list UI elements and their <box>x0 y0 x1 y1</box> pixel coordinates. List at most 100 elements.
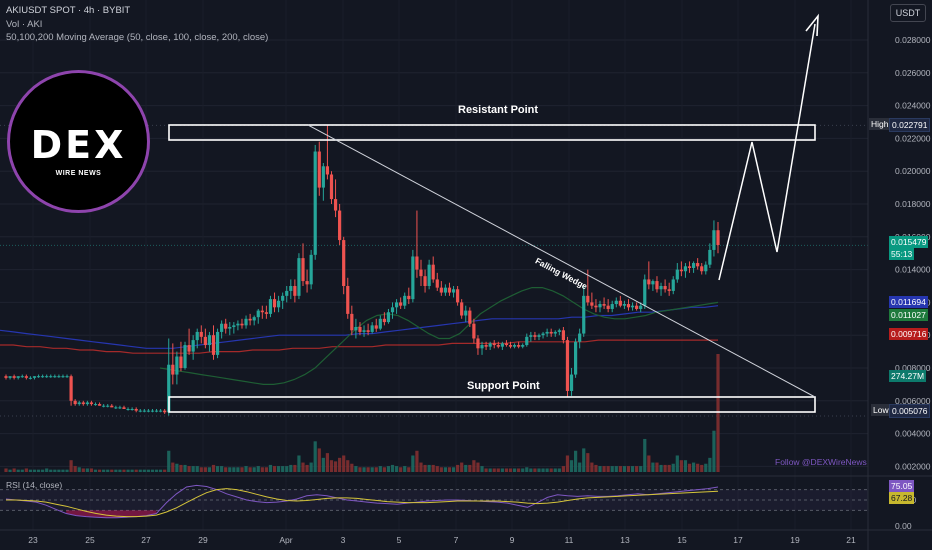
volume-bar <box>122 469 126 472</box>
volume-bar <box>541 468 545 472</box>
volume-bar <box>110 469 114 472</box>
x-tick-label-13: 19 <box>790 535 800 545</box>
candle-body <box>565 340 570 391</box>
volume-indicator-label[interactable]: Vol · AKI <box>6 19 43 30</box>
volume-bar <box>45 468 49 472</box>
volume-bar <box>525 467 529 472</box>
candle-body <box>716 230 720 245</box>
volume-bar <box>289 464 293 472</box>
volume-bar <box>57 469 61 472</box>
volume-bar <box>20 469 24 472</box>
moving-average-lines <box>0 287 719 385</box>
volume-bar <box>333 461 338 472</box>
x-tick-label-9: 11 <box>565 535 574 545</box>
projection-path[interactable] <box>718 23 816 281</box>
volume-bar <box>179 464 183 472</box>
volume-bar <box>598 466 602 472</box>
volume-bar <box>313 441 317 472</box>
high-tag: High <box>869 118 891 130</box>
volume-bar <box>553 468 557 472</box>
candle-body <box>199 331 203 337</box>
candle-body <box>480 345 484 349</box>
candle-body <box>712 230 716 250</box>
volume-bar <box>138 469 142 472</box>
candle-body <box>81 402 85 405</box>
volume-bar <box>346 460 350 472</box>
candle-body <box>354 327 358 331</box>
ma-indicator-label[interactable]: 50,100,200 Moving Average (50, close, 10… <box>6 32 269 43</box>
support-point-label: Support Point <box>467 380 540 392</box>
volume-bar <box>207 467 212 472</box>
volume-bar <box>671 463 675 472</box>
candle-body <box>460 302 464 316</box>
candle-body <box>663 286 667 290</box>
volume-bar <box>468 464 472 472</box>
volume-bar <box>614 466 618 472</box>
x-tick-label-1: 25 <box>85 535 95 545</box>
candle-body <box>159 410 163 412</box>
y-tick-label-3: 0.022000 <box>895 133 931 143</box>
volume-bar <box>586 453 590 472</box>
volume-bar <box>630 466 635 472</box>
candle-body <box>207 335 212 346</box>
volume-bar <box>480 466 484 472</box>
volume-bar <box>309 462 313 472</box>
candle-body <box>679 269 683 272</box>
volume-bar <box>268 464 273 472</box>
volume-bar <box>354 466 358 472</box>
candle-body <box>309 254 313 285</box>
volume-bar <box>114 469 118 472</box>
volume-bar <box>49 469 53 472</box>
volume-bar <box>382 467 386 472</box>
volume-bar <box>69 460 73 472</box>
candle-body <box>289 286 293 291</box>
candle-body <box>614 300 618 305</box>
wedge-upper-line[interactable] <box>307 124 816 398</box>
candle-body <box>399 302 403 306</box>
volume-bar <box>407 467 411 472</box>
volume-bar <box>419 462 423 472</box>
x-tick-label-8: 9 <box>510 535 515 545</box>
volume-bar <box>716 354 720 472</box>
volume-bar <box>8 469 12 472</box>
volume-bar <box>350 463 354 472</box>
volume-bar <box>683 460 688 472</box>
volume-bar <box>399 467 403 472</box>
y-tick-label-0: 0.028000 <box>895 35 931 45</box>
volume-bar <box>557 468 561 472</box>
support-zone[interactable] <box>168 396 816 413</box>
volume-bar <box>203 467 207 472</box>
candle-body <box>655 281 659 290</box>
candle-body <box>232 325 236 327</box>
volume-bar <box>700 464 704 472</box>
resistance-zone[interactable] <box>168 124 816 141</box>
y-tick-label-13: 0.002000 <box>895 461 931 471</box>
candle-body <box>321 166 325 188</box>
volume-bar <box>191 466 195 472</box>
candle-body <box>582 295 586 334</box>
y-tick-label-2: 0.024000 <box>895 101 931 111</box>
volume-bar <box>390 464 395 472</box>
volume-bar <box>578 462 582 472</box>
candle-body <box>297 258 301 296</box>
volume-bar <box>460 462 464 472</box>
volume-bar <box>130 469 134 472</box>
y-tick-label-11: 0.006000 <box>895 396 931 406</box>
candle-body <box>622 304 627 306</box>
rsi-indicator-label[interactable]: RSI (14, close) <box>6 480 63 490</box>
volume-bar <box>199 467 203 472</box>
x-tick-label-4: Apr <box>279 535 292 545</box>
volume-value-label: 274.27M <box>889 370 927 382</box>
candle-body <box>586 295 590 303</box>
volume-bar <box>647 455 651 472</box>
candle-body <box>163 410 167 413</box>
currency-button[interactable]: USDT <box>890 4 926 22</box>
chart-title[interactable]: AKIUSDT SPOT · 4h · BYBIT <box>6 5 131 16</box>
volume-bar <box>97 469 102 472</box>
volume-bar <box>423 464 427 472</box>
volume-bar <box>85 468 89 472</box>
candle-body <box>93 404 98 406</box>
low-price-label: 0.005076 <box>889 404 931 418</box>
